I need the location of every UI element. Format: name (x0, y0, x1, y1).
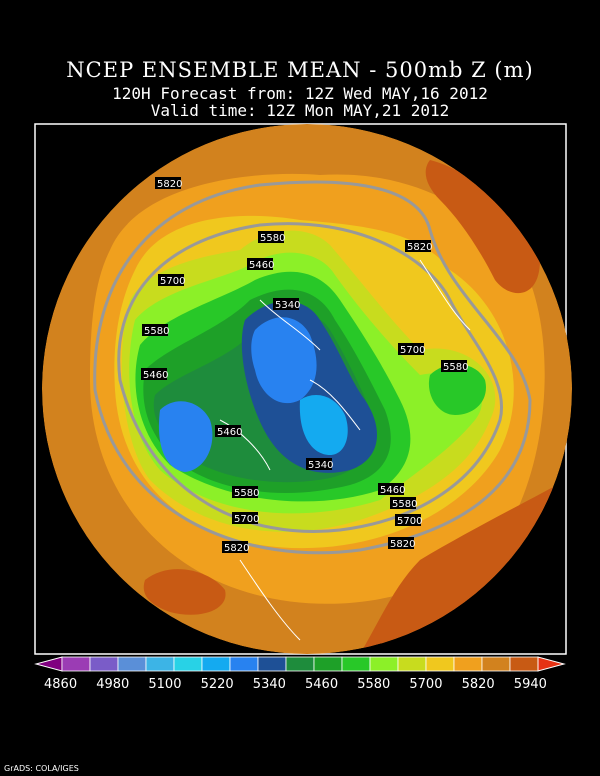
colorbar-swatch (425, 656, 455, 672)
colorbar-swatch (481, 656, 511, 672)
colorbar-label: 4980 (96, 677, 129, 692)
contour-label: 5700 (160, 276, 185, 287)
low-center-east (299, 395, 348, 455)
contour-label: 5820 (407, 242, 432, 253)
colorbar-label: 5820 (462, 677, 495, 692)
contour-label: 5700 (400, 345, 425, 356)
colorbar-swatch (397, 656, 427, 672)
low-center-north (251, 317, 317, 404)
colorbar-swatch (341, 656, 371, 672)
colorbar-label: 5700 (409, 677, 442, 692)
contour-label: 5580 (392, 499, 417, 510)
contour-label: 5340 (275, 300, 300, 311)
colorbar-swatch (453, 656, 483, 672)
contour-5580 (117, 222, 503, 533)
colorbar-label: 5220 (201, 677, 234, 692)
low-center-west (158, 401, 213, 472)
colorbar-arrow-low (34, 656, 63, 672)
coastlines (219, 259, 471, 641)
colorbar-label: 5100 (148, 677, 181, 692)
contour-label: 5820 (157, 179, 182, 190)
colorbar-swatch (257, 656, 287, 672)
colorbar-swatch (201, 656, 231, 672)
contour-label: 5700 (397, 516, 422, 527)
contour-label: 5460 (380, 485, 405, 496)
colorbar-swatch (117, 656, 147, 672)
colorbar-swatch (285, 656, 315, 672)
contour-label: 5580 (443, 362, 468, 373)
contour-label: 5700 (234, 514, 259, 525)
ridge-southwest (143, 569, 226, 615)
contour-5820 (93, 180, 532, 555)
credit-text: GrADS: COLA/IGES (4, 764, 79, 773)
colorbar-swatch (313, 656, 343, 672)
colorbar-swatch (509, 656, 539, 672)
contour-label: 5580 (234, 488, 259, 499)
colorbar-label: 5940 (514, 677, 547, 692)
title-line-3: Valid time: 12Z Mon MAY,21 2012 (150, 101, 450, 120)
title-line-1: NCEP ENSEMBLE MEAN - 500mb Z (m) (66, 58, 534, 82)
contour-label: 5460 (249, 260, 274, 271)
colorbar-label: 4860 (44, 677, 77, 692)
colorbar-swatch (369, 656, 399, 672)
colorbar-label: 5460 (305, 677, 338, 692)
contour-label: 5460 (143, 370, 168, 381)
colorbar-swatch (173, 656, 203, 672)
contour-label: 5820 (224, 543, 249, 554)
colorbar-swatch (61, 656, 91, 672)
contour-label: 5820 (390, 539, 415, 550)
colorbar-label: 5580 (357, 677, 390, 692)
contour-label: 5460 (217, 427, 242, 438)
contour-label: 5580 (144, 326, 169, 337)
cutoff-low (428, 364, 486, 415)
ridge-northeast (425, 160, 540, 294)
colorbar-swatch (145, 656, 175, 672)
colorbar-swatch (229, 656, 259, 672)
contour-label: 5580 (260, 233, 285, 244)
contour-labels: 5820 5580 5460 5700 5580 5340 5460 5460 … (141, 177, 468, 554)
colorbar-arrow-high (537, 656, 566, 672)
title-line-2: 120H Forecast from: 12Z Wed MAY,16 2012 (112, 84, 488, 103)
contour-label: 5340 (308, 460, 333, 471)
colorbar-swatch (89, 656, 119, 672)
colorbar-label: 5340 (253, 677, 286, 692)
